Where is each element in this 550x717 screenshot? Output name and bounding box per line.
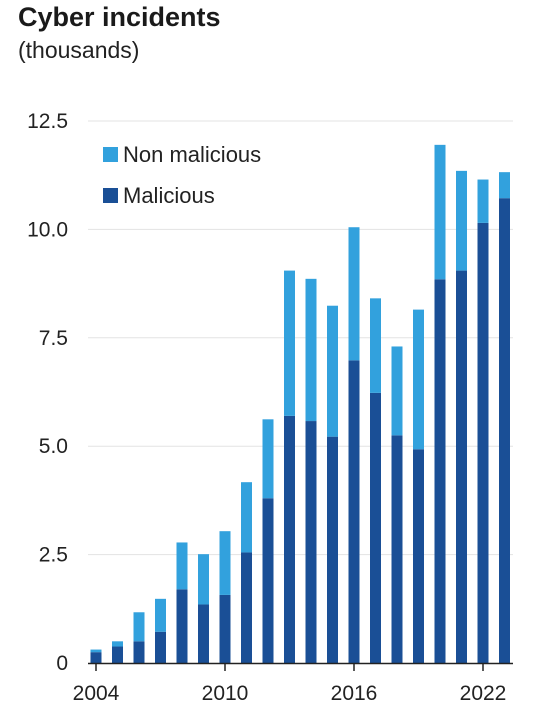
- bar-non-malicious-2007: [155, 598, 166, 632]
- bar-non-malicious-2004: [90, 649, 102, 653]
- bar-non-malicious-2016: [348, 227, 360, 361]
- bar-malicious-2006: [133, 641, 145, 663]
- bar-non-malicious-2013: [284, 270, 295, 416]
- bar-non-malicious-2019: [413, 309, 424, 450]
- chart-title: Cyber incidents: [18, 2, 221, 32]
- bar-non-malicious-2020: [434, 144, 446, 280]
- y-tick-label: 7.5: [39, 327, 68, 350]
- x-tick-label: 2010: [202, 682, 249, 705]
- y-tick-label: 10.0: [27, 218, 68, 241]
- bar-malicious-2008: [176, 589, 188, 663]
- bar-non-malicious-2005: [112, 641, 123, 647]
- bar-malicious-2020: [434, 279, 446, 663]
- bar-malicious-2018: [391, 435, 403, 663]
- y-tick-label: 12.5: [27, 110, 68, 133]
- bar-malicious-2015: [327, 436, 338, 663]
- bar-malicious-2016: [348, 360, 360, 663]
- bar-non-malicious-2011: [241, 482, 252, 553]
- legend: Non malicious Malicious: [103, 142, 261, 208]
- bar-malicious-2019: [413, 449, 424, 663]
- bar-non-malicious-2017: [370, 298, 381, 393]
- bar-non-malicious-2018: [391, 346, 403, 436]
- bars: [90, 144, 510, 664]
- bar-malicious-2011: [241, 552, 252, 663]
- legend-swatch-non-malicious: [103, 147, 118, 162]
- legend-label-non-malicious: Non malicious: [123, 142, 261, 167]
- x-tick-label: 2004: [73, 682, 120, 705]
- bar-malicious-2022: [477, 222, 489, 663]
- y-tick-label: 2.5: [39, 544, 68, 567]
- bar-non-malicious-2015: [327, 305, 338, 437]
- bar-malicious-2023: [499, 198, 510, 664]
- bar-malicious-2021: [456, 270, 467, 663]
- bar-non-malicious-2008: [176, 542, 188, 590]
- y-tick-label: 0: [56, 652, 68, 675]
- bar-malicious-2004: [90, 652, 102, 663]
- x-tick-label: 2022: [460, 682, 507, 705]
- bar-malicious-2009: [198, 604, 209, 663]
- bar-malicious-2005: [112, 646, 123, 663]
- bar-non-malicious-2012: [262, 419, 274, 499]
- bar-malicious-2013: [284, 415, 295, 663]
- bar-non-malicious-2021: [456, 170, 467, 271]
- x-tick-label: 2016: [331, 682, 378, 705]
- legend-label-malicious: Malicious: [123, 183, 215, 208]
- bar-non-malicious-2014: [305, 278, 317, 422]
- legend-swatch-malicious: [103, 188, 118, 203]
- bar-malicious-2014: [305, 421, 317, 663]
- bar-non-malicious-2009: [198, 554, 209, 605]
- bar-non-malicious-2023: [499, 172, 510, 199]
- y-tick-label: 5.0: [39, 435, 68, 458]
- bar-malicious-2007: [155, 631, 166, 663]
- bar-non-malicious-2010: [219, 531, 231, 595]
- bar-malicious-2010: [219, 594, 231, 663]
- chart-subtitle: (thousands): [18, 37, 140, 63]
- bar-non-malicious-2006: [133, 612, 145, 642]
- bar-malicious-2017: [370, 392, 381, 663]
- bar-malicious-2012: [262, 498, 274, 663]
- axes: 0 2.5 5.0 7.5 10.0 12.5 2004 2010 2016 2022: [27, 110, 513, 705]
- bar-non-malicious-2022: [477, 179, 489, 223]
